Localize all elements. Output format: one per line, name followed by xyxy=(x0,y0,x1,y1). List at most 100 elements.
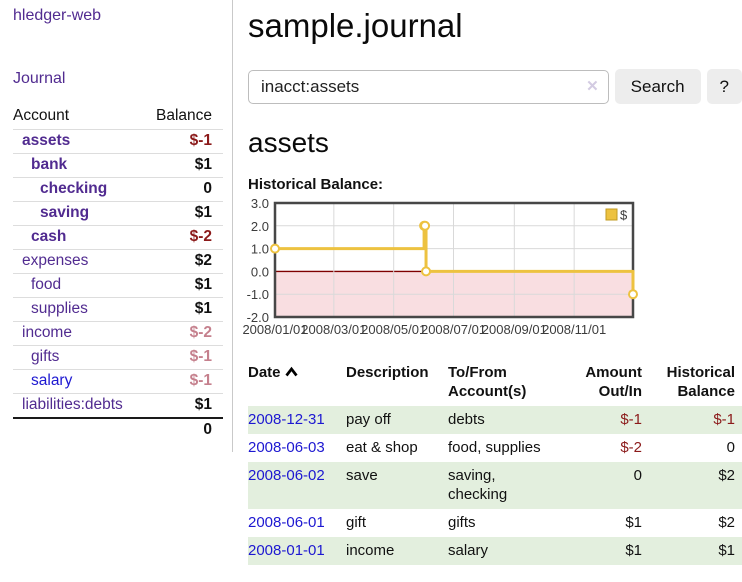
accounts-table-body: assets $-1 bank $1 checking 0 saving $1 cash $-2 e… xyxy=(13,129,223,418)
search-button[interactable]: Search xyxy=(614,69,701,104)
data-point-marker xyxy=(420,220,431,231)
register-header-amount: Amount Out/In xyxy=(585,364,642,400)
sidebar-account-link-supplies[interactable]: supplies xyxy=(31,300,88,317)
account-row: expenses $2 xyxy=(13,249,223,274)
register-header-accounts: To/From Account(s) xyxy=(448,364,527,400)
main-content: sample.journal ✕ Search ? assets Histori… xyxy=(233,0,742,565)
transaction-date-link[interactable]: 2008-06-03 xyxy=(248,439,325,456)
account-name-cell: income xyxy=(13,321,144,346)
account-name-cell: cash xyxy=(13,225,144,250)
sidebar-account-link-saving[interactable]: saving xyxy=(40,204,90,221)
data-point-marker xyxy=(270,243,280,254)
transaction-date-link[interactable]: 2008-12-31 xyxy=(248,411,325,428)
accounts-total-value: 0 xyxy=(143,417,223,442)
account-row: gifts $-1 xyxy=(13,345,223,370)
x-axis-tick-label: 2008/11/01 xyxy=(542,322,606,337)
transaction-description: pay off xyxy=(346,411,391,428)
register-header-description: Description xyxy=(346,364,429,381)
transaction-date-link[interactable]: 2008-06-02 xyxy=(248,467,325,484)
transaction-amount: $-2 xyxy=(620,439,642,456)
data-point-marker xyxy=(628,289,638,300)
y-axis-tick-label: 1.0 xyxy=(251,242,269,257)
accounts-total-row: 0 xyxy=(13,417,223,442)
sidebar-item-journal[interactable]: Journal xyxy=(13,70,66,87)
transaction-balance: 0 xyxy=(726,439,735,456)
account-balance: $1 xyxy=(143,153,223,178)
register-header-row: Date Description To/From Account(s) Amou… xyxy=(248,361,742,406)
account-row: cash $-2 xyxy=(13,225,223,250)
search-input[interactable] xyxy=(248,69,609,104)
y-axis-tick-label: 0.0 xyxy=(251,264,269,279)
historical-balance-chart: 2008/01/012008/03/012008/05/012008/07/01… xyxy=(242,199,638,337)
plot-border xyxy=(273,201,635,319)
transaction-date-cell: 2008-06-02 xyxy=(248,462,346,509)
y-axis-tick-label: 3.0 xyxy=(251,199,269,211)
transaction-amount: $-1 xyxy=(620,411,642,428)
accounts-table: Account Balance assets $-1 bank $1 checking 0… xyxy=(13,104,223,442)
transaction-amount: $1 xyxy=(625,542,642,559)
account-balance: $1 xyxy=(143,393,223,418)
search-row: ✕ Search ? xyxy=(248,69,742,104)
transaction-description: eat & shop xyxy=(346,439,418,456)
account-row: assets $-1 xyxy=(13,129,223,154)
register-row: 2008-12-31 pay off debts $-1 $-1 xyxy=(248,406,742,434)
help-button[interactable]: ? xyxy=(706,69,742,104)
account-heading: assets xyxy=(248,127,329,158)
app-title: hledger-web xyxy=(13,7,232,25)
x-axis-tick-label: 2008/05/01 xyxy=(361,322,426,337)
sidebar-account-link-cash[interactable]: cash xyxy=(31,228,67,245)
sidebar-account-link-income[interactable]: income xyxy=(22,324,72,341)
transaction-accounts: debts xyxy=(448,411,485,428)
transaction-accounts: gifts xyxy=(448,514,476,531)
register-header-date[interactable]: Date xyxy=(248,361,346,406)
accounts-total-spacer xyxy=(13,417,144,442)
sidebar-account-link-checking[interactable]: checking xyxy=(40,180,108,197)
sidebar-account-link-liabilities-debts[interactable]: liabilities:debts xyxy=(22,396,123,413)
register-row: 2008-06-01 gift gifts $1 $2 xyxy=(248,509,742,537)
transaction-balance: $1 xyxy=(718,542,735,559)
x-axis-tick-label: 2008/07/01 xyxy=(421,322,486,337)
transaction-description: income xyxy=(346,542,395,559)
transaction-date-cell: 2008-01-01 xyxy=(248,537,346,565)
account-name-cell: checking xyxy=(13,177,144,202)
account-name-cell: liabilities:debts xyxy=(13,393,144,418)
account-row: salary $-1 xyxy=(13,369,223,394)
account-row: saving $1 xyxy=(13,201,223,226)
sidebar-account-link-expenses[interactable]: expenses xyxy=(22,252,89,269)
account-name-cell: expenses xyxy=(13,249,144,274)
search-box: ✕ xyxy=(248,69,609,104)
sidebar-account-link-bank[interactable]: bank xyxy=(31,156,68,173)
register-row: 2008-06-02 save saving, checking 0 $2 xyxy=(248,462,742,509)
x-axis-tick-label: 2008/03/01 xyxy=(301,322,366,337)
clear-search-icon[interactable]: ✕ xyxy=(586,77,599,95)
app-title-link[interactable]: hledger-web xyxy=(13,7,102,24)
transaction-accounts: salary xyxy=(448,542,489,559)
register-header-balance: Historical Balance xyxy=(666,364,735,400)
transaction-description: gift xyxy=(346,514,367,531)
transaction-balance: $2 xyxy=(718,467,735,484)
accounts-table-header: Account Balance xyxy=(13,104,223,130)
account-balance: 0 xyxy=(143,177,223,202)
sidebar-account-link-salary[interactable]: salary xyxy=(31,372,73,389)
account-balance: $-2 xyxy=(143,321,223,346)
y-axis-tick-label: -1.0 xyxy=(247,287,269,302)
transaction-date-link[interactable]: 2008-01-01 xyxy=(248,542,325,559)
x-axis-tick-label: 2008/01/01 xyxy=(242,322,307,337)
page-title: sample.journal xyxy=(248,7,463,44)
account-balance: $-2 xyxy=(143,225,223,250)
transaction-date-link[interactable]: 2008-06-01 xyxy=(248,514,325,531)
register-table: Date Description To/From Account(s) Amou… xyxy=(248,361,742,565)
account-name-cell: food xyxy=(13,273,144,298)
account-row: checking 0 xyxy=(13,177,223,202)
page: hledger-web Journal Account Balance asse… xyxy=(13,0,742,565)
register-row: 2008-01-01 income salary $1 $1 xyxy=(248,537,742,565)
sidebar-account-link-food[interactable]: food xyxy=(31,276,62,293)
account-column-header: Account xyxy=(13,107,70,124)
legend-label: $ xyxy=(620,208,628,223)
account-name-cell: gifts xyxy=(13,345,144,370)
transaction-description: save xyxy=(346,467,378,484)
account-name-cell: bank xyxy=(13,153,144,178)
sidebar-account-link-gifts[interactable]: gifts xyxy=(31,348,60,365)
account-balance: $-1 xyxy=(143,345,223,370)
sidebar-account-link-assets[interactable]: assets xyxy=(22,132,71,149)
